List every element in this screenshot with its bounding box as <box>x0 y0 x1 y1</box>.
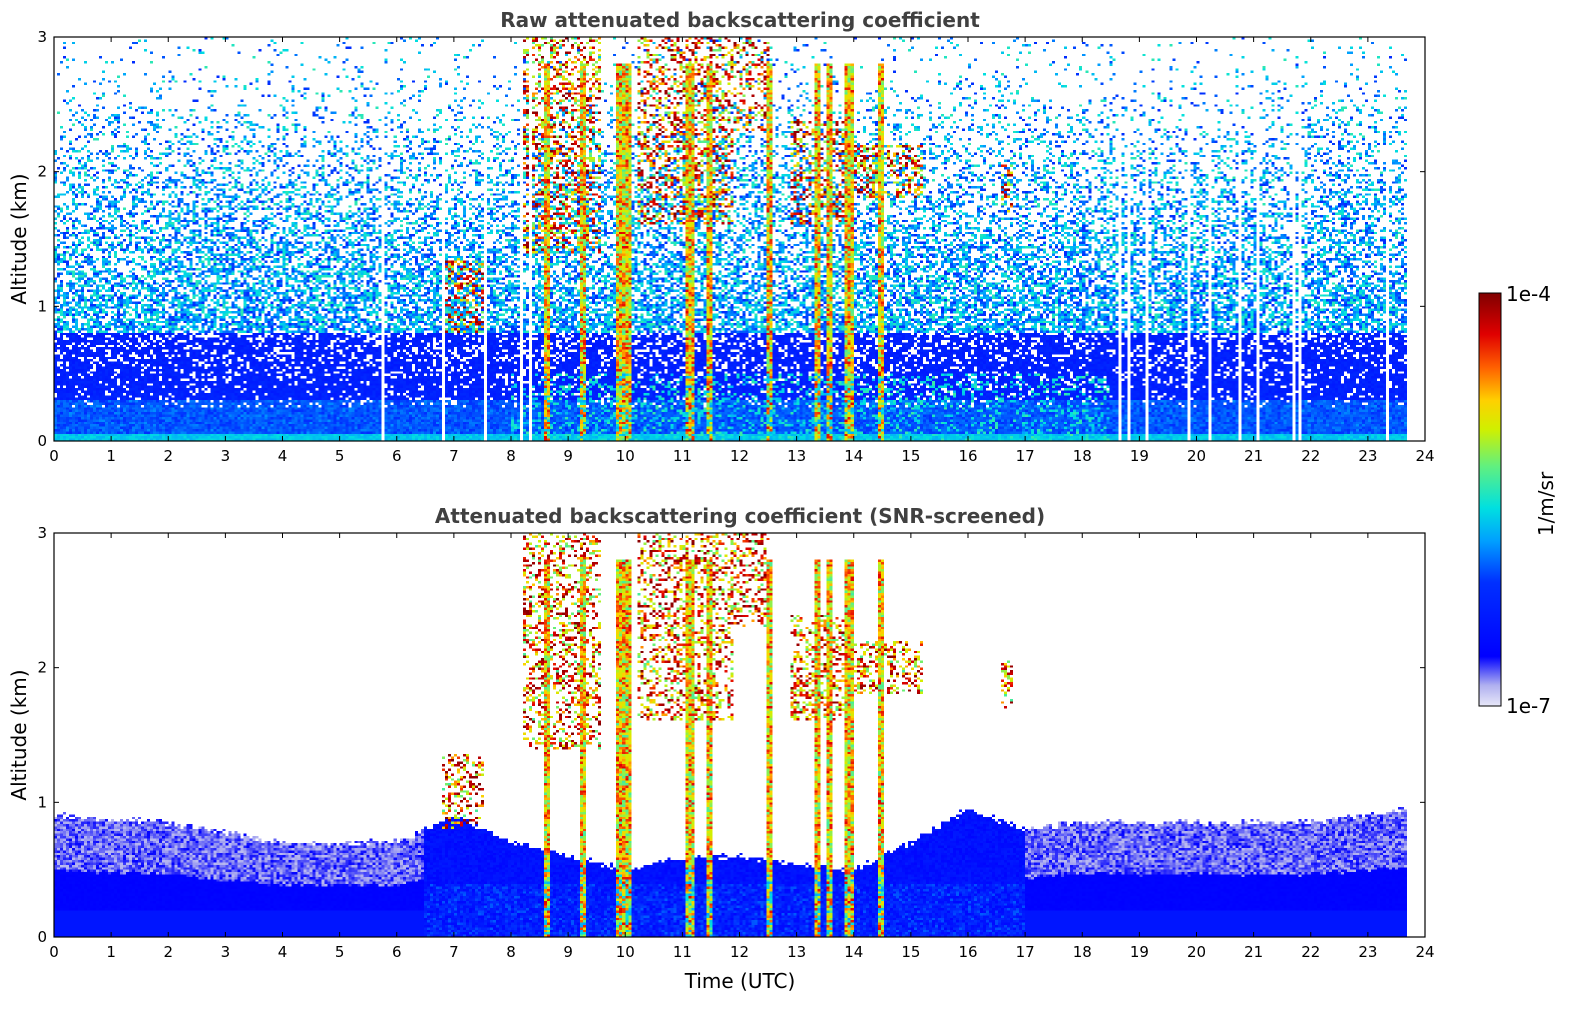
colorbar-unit-label: 1/m/sr <box>1534 471 1558 536</box>
y-tick-label: 1 <box>37 297 47 315</box>
y-axis-label: Altitude (km) <box>7 173 31 304</box>
y-tick-label: 2 <box>37 163 47 181</box>
panel-screened: Attenuated backscattering coefficient (S… <box>7 504 1435 993</box>
x-tick-label: 21 <box>1244 447 1263 465</box>
x-tick-label: 19 <box>1130 447 1149 465</box>
x-tick-label: 10 <box>616 943 635 961</box>
x-tick-label: 13 <box>787 447 806 465</box>
x-tick-label: 22 <box>1301 943 1320 961</box>
y-tick-label: 0 <box>37 928 47 946</box>
x-tick-label: 19 <box>1130 943 1149 961</box>
x-tick-label: 18 <box>1073 447 1092 465</box>
x-tick-label: 23 <box>1358 447 1377 465</box>
x-tick-label: 10 <box>616 447 635 465</box>
heatmap-raster <box>54 37 1425 441</box>
x-tick-label: 14 <box>844 447 863 465</box>
colorbar: 1e-4 1e-7 1/m/sr <box>1478 282 1558 718</box>
x-tick-label: 8 <box>506 943 516 961</box>
heatmap-raster <box>54 533 1425 937</box>
x-tick-label: 9 <box>563 447 573 465</box>
x-tick-label: 20 <box>1187 447 1206 465</box>
chart-title: Raw attenuated backscattering coefficien… <box>500 8 980 32</box>
x-tick-label: 3 <box>221 943 231 961</box>
y-axis: 0 1 2 3 <box>37 28 1425 450</box>
x-tick-label: 15 <box>901 447 920 465</box>
plot-area <box>53 36 1426 442</box>
x-tick-label: 22 <box>1301 447 1320 465</box>
x-tick-label: 6 <box>392 943 402 961</box>
x-tick-label: 4 <box>278 943 288 961</box>
x-tick-label: 11 <box>673 943 692 961</box>
x-tick-label: 23 <box>1358 943 1377 961</box>
x-tick-label: 6 <box>392 447 402 465</box>
x-tick-label: 17 <box>1016 447 1035 465</box>
x-tick-label: 18 <box>1073 943 1092 961</box>
x-tick-label: 2 <box>163 943 173 961</box>
x-axis: 0 1 2 3 4 5 6 7 8 9 10 11 12 13 14 15 16 17 18 19 20 21 22 23 24 <box>49 37 1435 465</box>
x-axis: 0 1 2 3 4 5 6 7 8 9 10 11 12 13 14 15 16 17 18 19 20 21 22 23 24 <box>49 533 1435 961</box>
x-tick-label: 12 <box>730 943 749 961</box>
x-tick-label: 16 <box>958 447 977 465</box>
x-tick-label: 4 <box>278 447 288 465</box>
y-axis: 0 1 2 3 <box>37 524 1425 946</box>
x-axis-label: Time (UTC) <box>684 969 796 993</box>
x-tick-label: 5 <box>335 447 345 465</box>
x-tick-label: 0 <box>49 943 59 961</box>
x-tick-label: 9 <box>563 943 573 961</box>
colorbar-min-label: 1e-7 <box>1506 694 1551 718</box>
panel-raw: Raw attenuated backscattering coefficien… <box>7 8 1435 465</box>
heatmap-image <box>54 37 1425 441</box>
y-tick-label: 2 <box>37 659 47 677</box>
x-tick-label: 1 <box>106 943 116 961</box>
x-tick-label: 5 <box>335 943 345 961</box>
x-tick-label: 3 <box>221 447 231 465</box>
x-tick-label: 2 <box>163 447 173 465</box>
heatmap-image <box>54 533 1425 937</box>
chart-title: Attenuated backscattering coefficient (S… <box>435 504 1045 528</box>
y-axis-label: Altitude (km) <box>7 669 31 800</box>
y-tick-label: 3 <box>37 524 47 542</box>
x-tick-label: 17 <box>1016 943 1035 961</box>
x-tick-label: 13 <box>787 943 806 961</box>
x-tick-label: 24 <box>1415 943 1434 961</box>
plot-area <box>53 532 1426 938</box>
x-tick-label: 7 <box>449 943 459 961</box>
x-tick-label: 16 <box>958 943 977 961</box>
x-tick-label: 24 <box>1415 447 1434 465</box>
x-tick-label: 7 <box>449 447 459 465</box>
y-tick-label: 0 <box>37 432 47 450</box>
x-tick-label: 15 <box>901 943 920 961</box>
x-tick-label: 1 <box>106 447 116 465</box>
x-tick-label: 8 <box>506 447 516 465</box>
y-tick-label: 3 <box>37 28 47 46</box>
colorbar-max-label: 1e-4 <box>1506 282 1551 306</box>
x-tick-label: 21 <box>1244 943 1263 961</box>
x-tick-label: 20 <box>1187 943 1206 961</box>
colorbar-gradient <box>1478 292 1502 707</box>
x-tick-label: 12 <box>730 447 749 465</box>
y-tick-label: 1 <box>37 793 47 811</box>
x-tick-label: 11 <box>673 447 692 465</box>
x-tick-label: 0 <box>49 447 59 465</box>
x-tick-label: 14 <box>844 943 863 961</box>
